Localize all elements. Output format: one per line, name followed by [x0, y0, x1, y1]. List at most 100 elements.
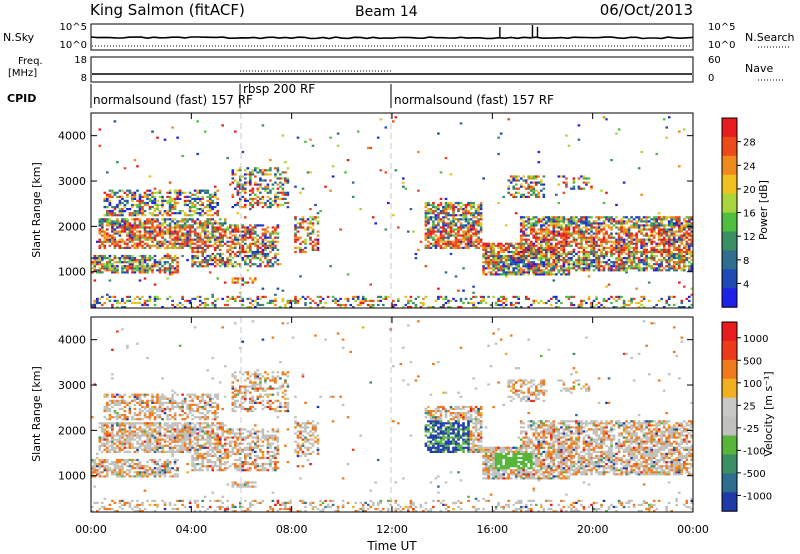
echo-cell [683, 226, 686, 229]
echo-cell [560, 265, 563, 268]
echo-cell [464, 238, 468, 241]
echo-cell [557, 269, 561, 272]
echo-cell [665, 136, 668, 139]
echo-cell [241, 303, 245, 307]
echo-cell [126, 461, 129, 464]
echo-cell [647, 265, 651, 268]
echo-cell [657, 226, 661, 229]
echo-cell [138, 226, 142, 229]
echo-cell [605, 238, 608, 241]
echo-cell [103, 220, 107, 223]
echo-cell [590, 244, 593, 247]
echo-cell [394, 169, 398, 172]
echo-cell [191, 259, 194, 262]
echo-cell [133, 458, 137, 462]
echo-cell [635, 244, 638, 247]
echo-cell [610, 218, 613, 221]
echo-cell [502, 297, 505, 300]
echo-cell [524, 271, 528, 274]
echo-cell [161, 306, 164, 309]
echo-cell [590, 303, 593, 307]
echo-cell [550, 244, 553, 247]
echo-cell [570, 259, 573, 262]
echo-cell [116, 414, 119, 417]
echo-cell [304, 220, 307, 223]
echo-cell [637, 218, 641, 221]
echo-cell [545, 254, 548, 258]
echo-cell [555, 222, 558, 225]
echo-cell [467, 201, 470, 205]
echo-cell [281, 289, 285, 292]
echo-cell [580, 269, 583, 272]
echo-cell [555, 265, 558, 268]
echo-cell [181, 242, 184, 245]
echo-cell [512, 175, 515, 178]
echo-cell [489, 246, 493, 249]
echo-cell [504, 303, 508, 307]
echo-cell [585, 230, 588, 233]
echo-cell [449, 208, 453, 211]
echo-cell [106, 426, 109, 429]
echo-cell [444, 201, 448, 205]
echo-cell [153, 187, 157, 190]
echo-cell [595, 295, 598, 298]
echo-cell [530, 181, 533, 184]
echo-cell [602, 236, 606, 239]
echo-cell [138, 193, 142, 196]
echo-cell [131, 399, 134, 402]
echo-cell [141, 206, 144, 209]
echo-cell [208, 195, 212, 198]
echo-cell [650, 238, 653, 241]
echo-cell [264, 203, 267, 207]
echo-cell [637, 220, 641, 223]
echo-cell [680, 261, 684, 264]
echo-cell [502, 271, 505, 274]
echo-cell [138, 199, 142, 202]
echo-cell [171, 218, 174, 221]
echo-cell [517, 257, 520, 260]
echo-cell [437, 214, 440, 217]
echo-cell [472, 306, 475, 309]
echo-cell [229, 230, 232, 233]
echo-cell [655, 269, 658, 272]
echo-cell [173, 197, 177, 200]
echo-cell [211, 208, 214, 211]
echo-cell [163, 138, 167, 141]
echo-cell [143, 473, 147, 476]
echo-cell [600, 269, 603, 272]
echo-cell [188, 228, 192, 231]
echo-cell [321, 306, 325, 309]
echo-cell [118, 393, 122, 396]
echo-cell [96, 456, 99, 460]
echo-cell [577, 218, 581, 221]
echo-cell [462, 216, 465, 219]
echo-cell [96, 510, 99, 513]
echo-cell [286, 299, 290, 302]
echo-cell [361, 301, 365, 305]
echo-cell [193, 220, 197, 223]
echo-cell [650, 242, 653, 245]
echo-cell [550, 218, 553, 221]
echo-cell [537, 218, 541, 221]
echo-cell [118, 438, 122, 441]
echo-cell [359, 299, 362, 302]
echo-cell [454, 228, 458, 231]
echo-cell [171, 199, 174, 202]
echo-cell [236, 183, 240, 186]
echo-cell [138, 442, 142, 445]
echo-cell [111, 473, 114, 476]
echo-cell [587, 252, 591, 256]
echo-cell [542, 193, 546, 196]
echo-cell [514, 306, 518, 309]
echo-cell [116, 240, 119, 243]
echo-cell [504, 273, 508, 276]
echo-cell [540, 232, 543, 235]
echo-cell [196, 222, 199, 225]
echo-cell [514, 248, 518, 251]
echo-cell [587, 295, 591, 298]
echo-cell [106, 424, 109, 427]
echo-cell [655, 226, 658, 229]
echo-cell [635, 250, 638, 254]
echo-cell [552, 279, 556, 282]
echo-cell [617, 240, 621, 243]
